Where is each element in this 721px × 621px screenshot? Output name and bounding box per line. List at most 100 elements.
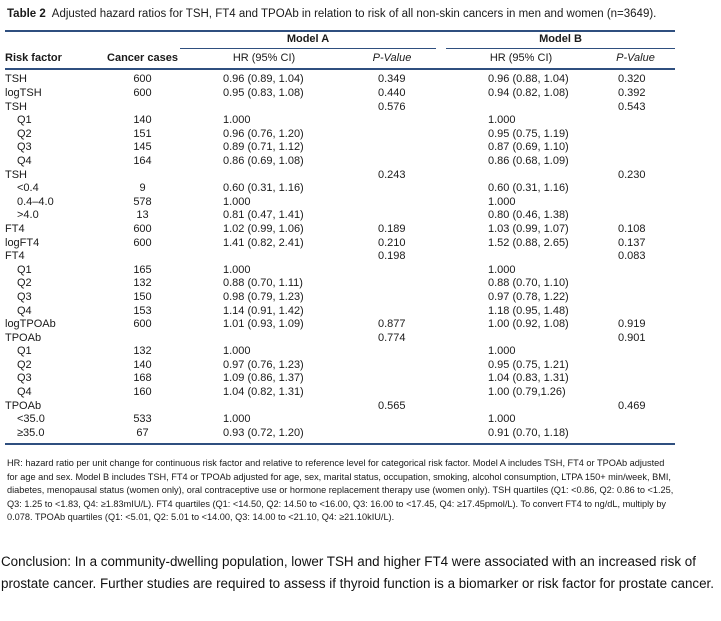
hr-b-cell: 0.94 (0.82, 1.08)	[488, 87, 569, 99]
p-value-a-cell	[348, 128, 436, 142]
spacer-cell	[436, 318, 446, 332]
p-value-a-cell	[348, 386, 436, 400]
p-value-b-cell	[596, 427, 675, 441]
column-header-row: Risk factor Cancer cases HR (95% CI) P-V…	[5, 49, 675, 70]
cancer-cases-cell: 600	[133, 236, 152, 249]
risk-factor-cell: Q4	[17, 154, 32, 167]
hr-b-cell: 1.00 (0.92, 1.08)	[488, 318, 569, 331]
hr-a-cell	[180, 169, 348, 183]
hr-a-cell: 0.60 (0.31, 1.16)	[223, 182, 304, 195]
hr-b-cell: 1.18 (0.95, 1.48)	[488, 304, 569, 317]
hr-a-cell: 0.98 (0.79, 1.23)	[223, 290, 304, 303]
risk-factor-cell: TSH	[5, 168, 27, 181]
model-a-header: Model A	[180, 31, 436, 49]
table-row: logTSH 600 0.95 (0.83, 1.08) 0.440 0.94 (0.8…	[5, 87, 675, 101]
p-value-b-cell: 0.137	[618, 236, 646, 249]
p-value-a-cell	[348, 305, 436, 319]
hr-a-cell: 1.000	[223, 345, 251, 358]
cancer-cases-cell: 160	[133, 386, 152, 399]
p-value-b-cell: 0.469	[618, 399, 646, 412]
spacer-cell	[436, 332, 446, 346]
risk-factor-cell: TSH	[5, 73, 27, 86]
table-row: TSH 600 0.96 (0.89, 1.04) 0.349 0.96 (0.88, …	[5, 69, 675, 87]
cancer-cases-cell: 600	[133, 222, 152, 235]
p-value-b-cell: 0.230	[618, 168, 646, 181]
cancer-cases-cell: 13	[136, 209, 149, 222]
hr-a-cell: 1.000	[223, 413, 251, 426]
spacer-cell	[436, 69, 446, 87]
p-value-a-cell: 0.243	[378, 168, 406, 181]
table-row: Q4 160 1.04 (0.82, 1.31) 1.00 (0.79,1.26)	[5, 386, 675, 400]
hr-b-cell: 1.000	[488, 263, 516, 276]
risk-factor-cell: TPOAb	[5, 331, 42, 344]
risk-factor-cell: Q1	[17, 114, 32, 127]
spacer-cell	[436, 237, 446, 251]
risk-factor-cell: FT4	[5, 222, 25, 235]
spacer-cell	[436, 264, 446, 278]
spacer-cell	[436, 386, 446, 400]
hr-b-cell: 0.60 (0.31, 1.16)	[488, 182, 569, 195]
hr-a-cell	[180, 101, 348, 115]
cancer-cases-cell: 533	[133, 413, 152, 426]
p-value-a-cell	[348, 291, 436, 305]
hr-b-cell: 0.91 (0.70, 1.18)	[488, 426, 569, 439]
conclusion-text: Conclusion: In a community-dwelling popu…	[1, 554, 714, 591]
p-value-a-cell: 0.349	[378, 73, 406, 86]
table-row: TSH 0.576 0.543	[5, 101, 675, 115]
risk-factor-cell: 0.4–4.0	[17, 195, 54, 208]
table-row: TSH 0.243 0.230	[5, 169, 675, 183]
p-value-b-cell	[596, 196, 675, 210]
table-row: ≥35.0 67 0.93 (0.72, 1.20) 0.91 (0.70, 1.18…	[5, 427, 675, 441]
risk-factor-cell: >4.0	[17, 209, 39, 222]
table-row: FT4 0.198 0.083	[5, 250, 675, 264]
cancer-cases-cell: 140	[133, 114, 152, 127]
hr-a-cell: 0.81 (0.47, 1.41)	[223, 209, 304, 222]
risk-factor-cell: logTPOAb	[5, 318, 56, 331]
p-value-a-cell	[348, 359, 436, 373]
p-value-a-cell: 0.576	[378, 100, 406, 113]
hr-b-cell: 1.000	[488, 345, 516, 358]
hr-a-cell: 1.000	[223, 195, 251, 208]
spacer-cell	[436, 141, 446, 155]
p-value-b-cell	[596, 305, 675, 319]
risk-factor-cell: Q4	[17, 386, 32, 399]
cancer-cases-cell: 600	[133, 73, 152, 86]
table-row: 0.4–4.0 578 1.000 1.000	[5, 196, 675, 210]
cancer-cases-cell: 132	[133, 345, 152, 358]
p-value-a-cell	[348, 196, 436, 210]
hr-a-cell: 1.000	[223, 114, 251, 127]
risk-factor-cell: Q4	[17, 304, 32, 317]
p-value-b-cell	[596, 345, 675, 359]
cancer-cases-cell	[105, 169, 180, 183]
cancer-cases-cell: 153	[133, 304, 152, 317]
cancer-cases-cell: 150	[133, 290, 152, 303]
p-value-a-cell	[348, 427, 436, 441]
hr-b-header: HR (95% CI)	[489, 52, 553, 65]
p-value-b-cell: 0.919	[618, 318, 646, 331]
p-value-b-cell	[596, 277, 675, 291]
hr-a-cell: 0.97 (0.76, 1.23)	[223, 358, 304, 371]
spacer-cell	[436, 182, 446, 196]
hr-b-cell: 0.96 (0.88, 1.04)	[488, 73, 569, 86]
spacer-cell	[436, 87, 446, 101]
hr-a-cell: 1.02 (0.99, 1.06)	[223, 222, 304, 235]
hr-b-cell: 1.00 (0.79,1.26)	[488, 386, 566, 399]
hr-b-cell: 1.03 (0.99, 1.07)	[488, 222, 569, 235]
p-value-b-cell: 0.901	[618, 331, 646, 344]
p-value-a-cell: 0.210	[378, 236, 406, 249]
table-row: logFT4 600 1.41 (0.82, 2.41) 0.210 1.52 (0.8…	[5, 237, 675, 251]
p-value-b-cell	[596, 155, 675, 169]
hr-a-cell: 0.96 (0.76, 1.20)	[223, 127, 304, 140]
p-value-b-cell: 0.543	[618, 100, 646, 113]
spacer-cell	[436, 413, 446, 427]
hr-a-cell: 0.95 (0.83, 1.08)	[223, 87, 304, 99]
cancer-cases-cell: 578	[133, 195, 152, 208]
risk-factor-cell: <0.4	[17, 182, 39, 195]
table-row: Q1 140 1.000 1.000	[5, 114, 675, 128]
risk-factor-cell: <35.0	[17, 413, 45, 426]
hr-b-cell: 0.95 (0.75, 1.21)	[488, 358, 569, 371]
p-value-a-cell	[348, 345, 436, 359]
spacer-cell	[436, 291, 446, 305]
table-row: >4.0 13 0.81 (0.47, 1.41) 0.80 (0.46, 1.38)	[5, 209, 675, 223]
hr-b-cell: 0.88 (0.70, 1.10)	[488, 277, 569, 290]
